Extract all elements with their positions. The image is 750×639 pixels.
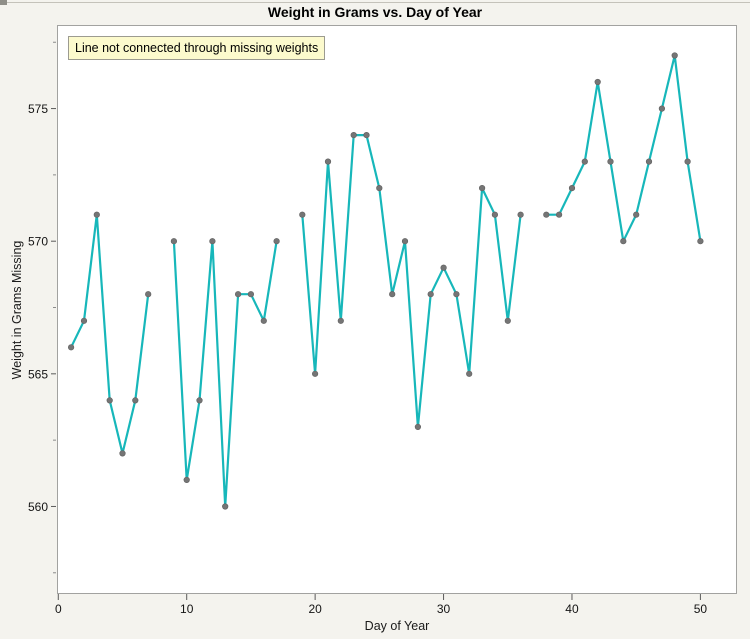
data-line-segment [69,213,150,455]
x-tick-label: 30 [437,602,451,616]
data-point-marker[interactable] [209,238,216,245]
data-point-marker[interactable] [697,238,704,245]
data-point-marker[interactable] [517,211,524,218]
data-point-marker[interactable] [440,264,447,271]
data-point-marker[interactable] [479,185,486,192]
data-point-marker[interactable] [196,397,203,404]
data-point-marker[interactable] [363,132,370,139]
x-tick-label: 40 [565,602,579,616]
data-point-marker[interactable] [80,317,88,324]
data-point-marker[interactable] [401,238,409,245]
y-tick-label: 560 [28,500,48,514]
data-point-marker[interactable] [568,185,576,192]
data-point-marker[interactable] [594,78,601,86]
plot-area [57,25,737,594]
x-tick-label: 0 [55,602,62,616]
data-point-marker[interactable] [235,291,242,298]
data-point-marker[interactable] [273,238,280,245]
data-point-marker[interactable] [607,158,614,165]
data-point-marker[interactable] [427,291,434,298]
y-tick-label: 575 [28,102,48,116]
data-point-marker[interactable] [684,158,691,165]
y-tick-label: 565 [28,367,48,381]
panel-divider-handle[interactable] [0,0,7,5]
data-line-segment [172,240,278,508]
x-axis-title: Day of Year [364,619,430,633]
data-point-marker[interactable] [453,291,460,298]
data-point-marker[interactable] [389,291,396,298]
data-point-marker[interactable] [312,370,319,377]
x-tick-label: 10 [180,602,194,616]
panel-divider [0,2,750,3]
data-point-marker[interactable] [337,317,344,324]
data-point-marker[interactable] [581,158,588,165]
data-point-marker[interactable] [93,211,100,218]
y-axis-title: Weight in Grams Missing [10,240,24,380]
chart-title: Weight in Grams vs. Day of Year [267,4,483,20]
data-point-marker[interactable] [543,211,550,218]
data-point-marker[interactable] [555,211,563,218]
data-point-marker[interactable] [633,211,640,218]
data-point-marker[interactable] [183,476,190,484]
data-point-marker[interactable] [491,211,499,218]
data-point-marker[interactable] [299,211,306,218]
data-point-marker[interactable] [620,238,627,245]
data-point-marker[interactable] [222,503,229,510]
data-point-marker[interactable] [671,52,678,59]
data-point-marker[interactable] [504,317,511,324]
x-tick-label: 20 [308,602,322,616]
data-point-marker[interactable] [414,423,422,431]
data-point-marker[interactable] [145,291,152,298]
data-point-marker[interactable] [106,397,113,404]
data-point-marker[interactable] [645,158,653,165]
data-point-marker[interactable] [324,158,332,165]
data-point-marker[interactable] [67,344,75,351]
annotation-note[interactable]: Line not connected through missing weigh… [68,36,326,60]
data-point-marker[interactable] [170,238,177,245]
data-line-segment [545,54,702,243]
y-tick-label: 570 [28,235,48,249]
data-point-marker[interactable] [260,317,267,324]
data-line-segment [301,134,522,428]
data-point-marker[interactable] [132,397,139,404]
x-tick-label: 50 [694,602,708,616]
data-point-marker[interactable] [350,132,357,139]
data-point-marker[interactable] [247,291,254,298]
data-point-marker[interactable] [376,185,383,192]
data-point-marker[interactable] [658,105,666,112]
data-point-marker[interactable] [119,450,126,457]
data-point-marker[interactable] [466,370,473,377]
